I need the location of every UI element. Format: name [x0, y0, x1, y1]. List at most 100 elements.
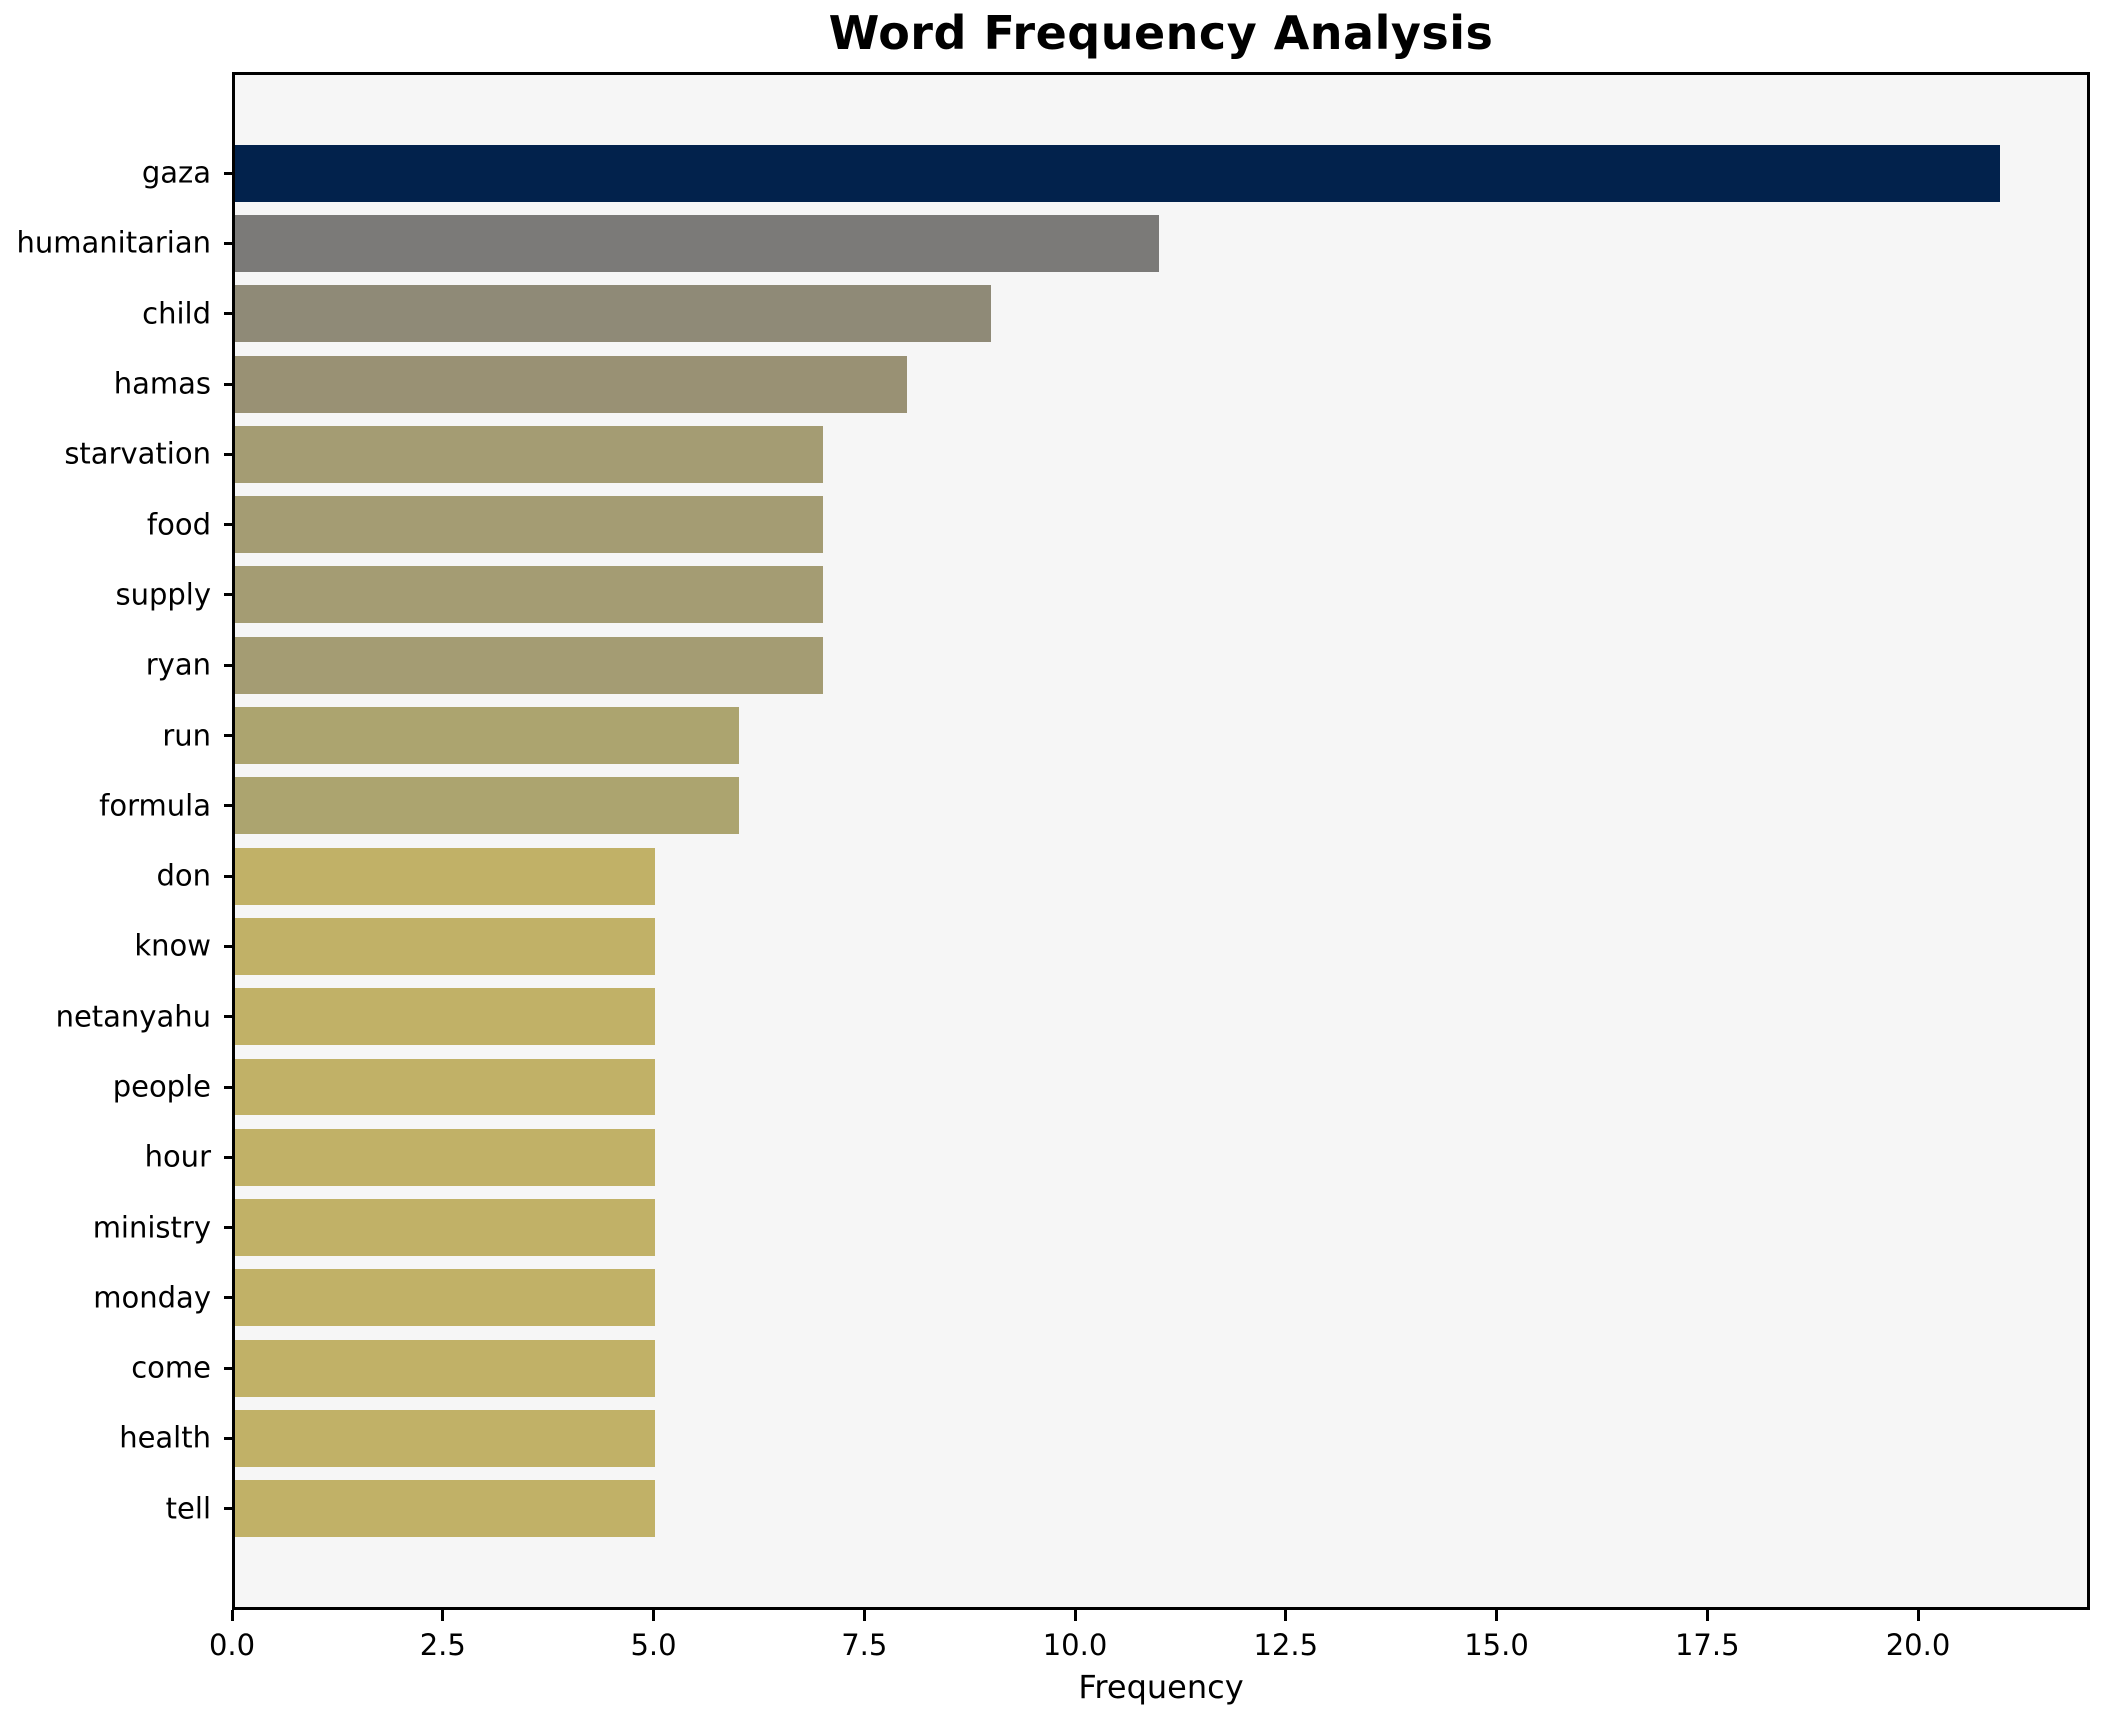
- y-tick-mark: [224, 734, 235, 738]
- y-tick-mark: [224, 1366, 235, 1370]
- bar-don: [235, 847, 656, 905]
- y-axis-label: gaza: [141, 155, 211, 190]
- y-tick-mark: [224, 1296, 235, 1300]
- y-axis-label: don: [156, 858, 211, 893]
- x-tick-label: 12.5: [1253, 1628, 1319, 1662]
- x-tick-mark: [862, 1610, 866, 1621]
- x-tick-mark: [652, 1610, 655, 1621]
- bar-hour: [235, 1128, 656, 1186]
- x-tick-label: 20.0: [1885, 1628, 1951, 1662]
- bar-row: formula: [99, 771, 2087, 841]
- y-axis-label: come: [131, 1350, 211, 1385]
- y-tick-mark: [224, 1085, 235, 1089]
- bar-row: ryan: [146, 630, 2087, 700]
- bar-people: [235, 1058, 656, 1116]
- y-tick-mark: [224, 874, 235, 878]
- bar-row: netanyahu: [56, 982, 2087, 1052]
- bar-monday: [235, 1269, 656, 1327]
- y-tick-mark: [224, 1015, 235, 1019]
- bar-run: [235, 707, 740, 764]
- y-axis-label: run: [162, 718, 211, 753]
- bar-row: humanitarian: [17, 208, 2087, 278]
- y-axis-label: food: [146, 507, 211, 542]
- y-axis-label: tell: [165, 1491, 211, 1526]
- y-tick-mark: [224, 1436, 235, 1440]
- plot-area: gaza humanitarian child hamas starvation food…: [17, 72, 2090, 1610]
- y-tick-mark: [224, 452, 235, 456]
- bar-row: hamas: [114, 349, 2087, 419]
- x-tick-label: 15.0: [1464, 1628, 1529, 1662]
- y-tick-mark: [224, 1507, 235, 1511]
- bar-row: child: [142, 279, 2087, 349]
- bar-formula: [235, 777, 740, 835]
- y-axis-label: monday: [93, 1280, 211, 1315]
- y-tick-mark: [224, 1226, 235, 1230]
- bar-row: come: [131, 1333, 2087, 1403]
- x-tick-mark: [441, 1610, 445, 1621]
- y-axis-label: supply: [115, 577, 211, 612]
- bar-food: [235, 496, 824, 554]
- bar-supply: [235, 566, 824, 624]
- bar-ryan: [235, 636, 824, 694]
- y-axis-label: child: [142, 296, 211, 331]
- y-tick-mark: [224, 804, 235, 808]
- y-axis-label: formula: [99, 788, 211, 823]
- bar-row: food: [147, 489, 2087, 559]
- y-axis-label: humanitarian: [16, 225, 212, 260]
- bar-netanyahu: [235, 988, 656, 1046]
- x-axis-label: Frequency: [1078, 1668, 1244, 1706]
- bar-come: [235, 1339, 656, 1397]
- x-tick-label: 7.5: [841, 1628, 888, 1662]
- x-tick-mark: [1073, 1610, 1077, 1621]
- y-axis-label: starvation: [64, 436, 211, 471]
- x-tick-label: 10.0: [1042, 1628, 1108, 1662]
- bar-row: health: [119, 1403, 2087, 1473]
- x-tick-mark: [1495, 1610, 1499, 1621]
- y-axis-label: people: [112, 1069, 211, 1104]
- bar-row: starvation: [64, 419, 2087, 489]
- y-tick-mark: [224, 663, 235, 667]
- bar-know: [235, 917, 656, 975]
- y-tick-mark: [224, 1155, 235, 1159]
- y-tick-mark: [224, 944, 235, 948]
- x-tick-label: 5.0: [630, 1628, 677, 1662]
- y-axis-label: hamas: [113, 366, 211, 401]
- x-tick-mark: [1916, 1610, 1920, 1621]
- bar-hamas: [235, 355, 908, 413]
- bar-gaza: [235, 144, 2000, 202]
- bar-row: people: [113, 1052, 2087, 1122]
- y-tick-mark: [224, 382, 235, 386]
- bars-container: gaza humanitarian child hamas starvation food…: [17, 75, 2087, 1607]
- y-axis-label: ministry: [92, 1210, 211, 1245]
- bar-health: [235, 1410, 656, 1467]
- y-tick-mark: [224, 523, 235, 527]
- bar-row: gaza: [142, 138, 2087, 208]
- y-tick-mark: [224, 171, 235, 175]
- x-tick-label: 2.5: [419, 1628, 466, 1662]
- y-axis-label: ryan: [145, 647, 211, 682]
- y-axis-label: netanyahu: [55, 999, 211, 1034]
- bar-row: don: [156, 841, 2087, 911]
- bar-row: monday: [93, 1263, 2087, 1333]
- bar-row: know: [134, 911, 2087, 981]
- bar-ministry: [235, 1199, 656, 1257]
- bar-child: [235, 285, 992, 343]
- bar-row: run: [162, 700, 2087, 770]
- x-tick-label: 0.0: [208, 1628, 256, 1662]
- chart-title: Word Frequency Analysis: [828, 6, 1494, 60]
- y-tick-mark: [224, 241, 235, 245]
- bar-row: tell: [166, 1474, 2087, 1544]
- y-tick-mark: [224, 593, 235, 597]
- bar-tell: [235, 1480, 656, 1538]
- bar-row: supply: [115, 560, 2087, 630]
- x-tick-mark: [1284, 1610, 1288, 1621]
- bar-row: ministry: [93, 1192, 2087, 1262]
- y-tick-mark: [224, 312, 235, 316]
- y-axis-label: hour: [144, 1139, 211, 1174]
- x-tick-label: 17.5: [1674, 1628, 1740, 1662]
- bar-row: hour: [145, 1122, 2087, 1192]
- y-axis-label: health: [119, 1420, 211, 1455]
- x-tick-mark: [1705, 1610, 1709, 1621]
- bar-starvation: [235, 425, 824, 483]
